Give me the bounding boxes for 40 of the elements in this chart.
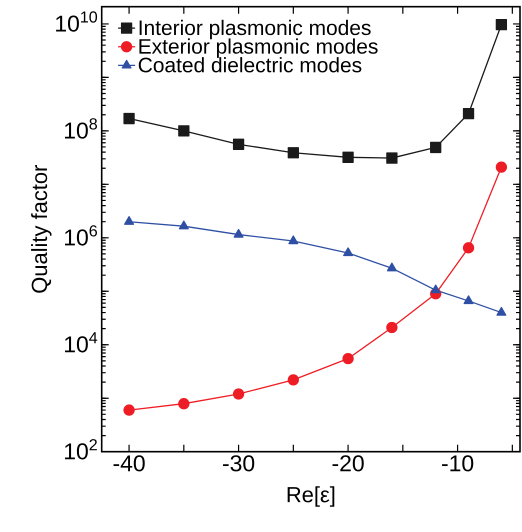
point — [343, 247, 354, 256]
point — [178, 220, 189, 230]
x-axis-title: Re[ε] — [288, 486, 334, 507]
point — [342, 152, 354, 163]
y-tick-label: 10$^{6}$ — [65, 225, 97, 246]
point — [232, 388, 244, 400]
point — [124, 216, 134, 225]
y-tick-label: 10$^{4}$ — [65, 332, 98, 352]
x-tick-label: -20 — [332, 455, 364, 472]
point — [430, 142, 442, 154]
point — [496, 306, 506, 316]
point — [462, 108, 474, 120]
x-tick-label: -30 — [223, 455, 254, 472]
y-tick-label: 10$^{2}$ — [65, 439, 97, 460]
x-tick-label: -10 — [442, 455, 474, 472]
point — [342, 352, 354, 364]
y-axis-title: Quality factor — [31, 165, 52, 293]
point — [234, 228, 244, 238]
point — [386, 152, 398, 164]
x-tick-label: -40 — [114, 455, 145, 472]
point — [386, 322, 398, 334]
point — [288, 147, 299, 158]
point — [496, 161, 508, 173]
point — [232, 138, 244, 150]
point — [496, 18, 508, 30]
point — [430, 284, 441, 294]
point — [386, 262, 397, 272]
point — [123, 112, 135, 124]
y-tick-label: 10$^{10}$ — [56, 11, 98, 32]
legend-label: Interior plasmonic modes — [140, 20, 371, 40]
point — [288, 374, 299, 386]
y-tick-label: 10$^{8}$ — [65, 118, 97, 139]
legend-label: Coated dielectric modes — [138, 57, 362, 72]
point — [123, 404, 135, 416]
legend-label: Exterior plasmonic modes — [139, 38, 378, 58]
point — [178, 398, 190, 410]
point — [288, 235, 298, 244]
point — [462, 242, 474, 254]
point — [464, 295, 474, 304]
point — [178, 125, 190, 137]
